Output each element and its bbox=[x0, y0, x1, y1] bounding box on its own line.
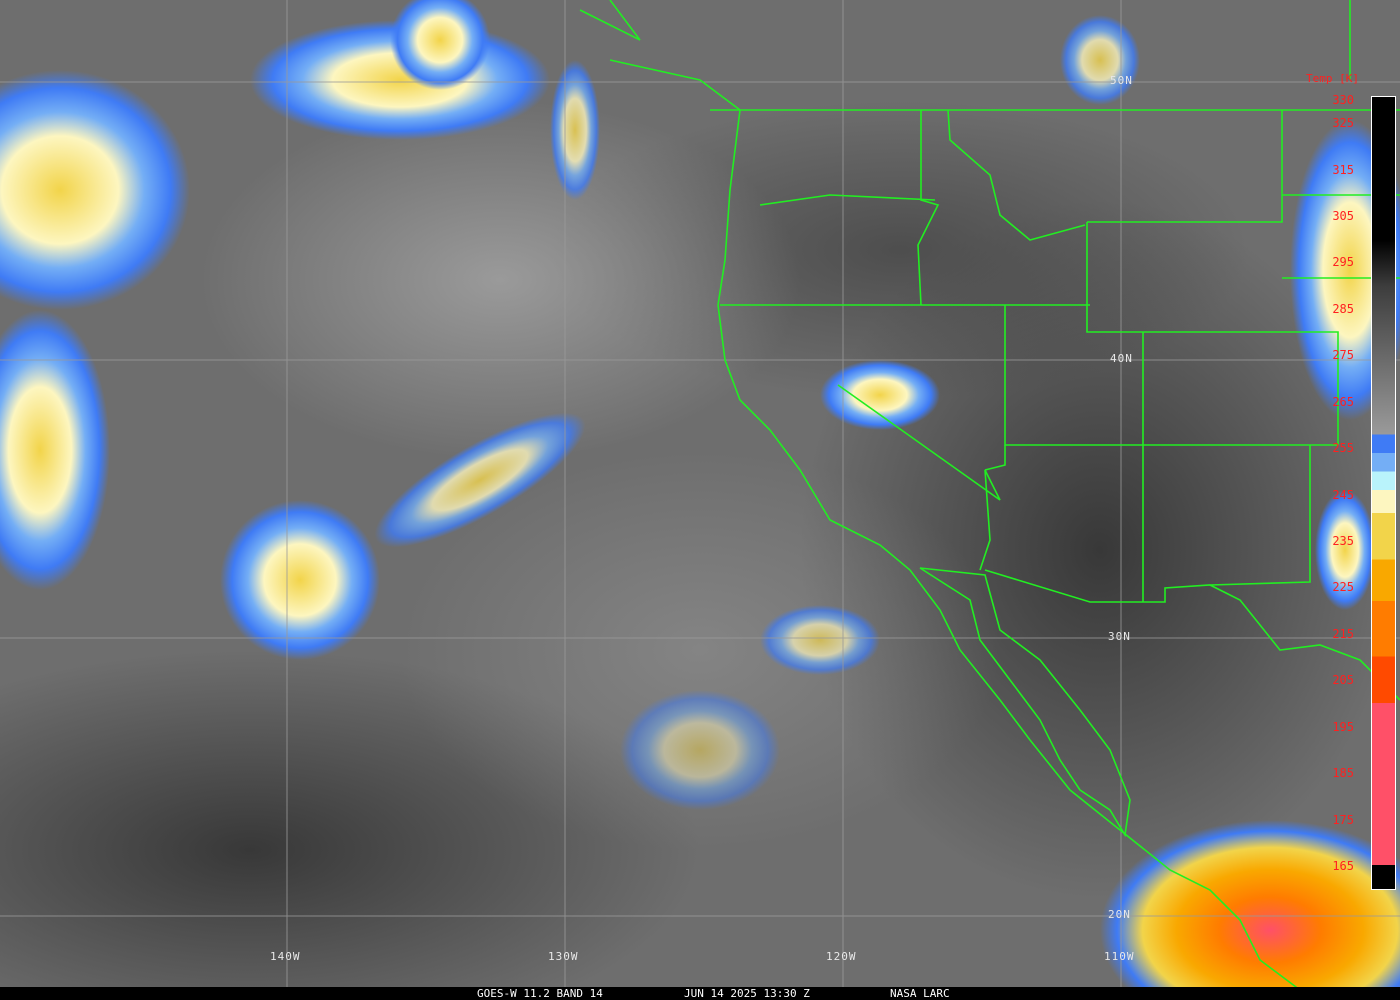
colorbar-tick-label: 205 bbox=[1332, 673, 1354, 688]
colorbar-tick-label: 165 bbox=[1332, 859, 1354, 873]
caption-bar: GOES-W 11.2 BAND 14 JUN 14 2025 13:30 Z … bbox=[0, 987, 1400, 1000]
colorbar-tick-label: 305 bbox=[1332, 209, 1354, 224]
colorbar-tick-label: 235 bbox=[1332, 534, 1354, 549]
lon-label-130w: 130W bbox=[548, 950, 579, 963]
colorbar-tick-label: 185 bbox=[1332, 766, 1354, 781]
temperature-colorbar bbox=[1371, 96, 1396, 890]
colorbar-tick-label: 225 bbox=[1332, 580, 1354, 595]
colorbar-tick-label: 295 bbox=[1332, 255, 1354, 270]
colorbar-tick-label: 330 bbox=[1332, 93, 1354, 107]
source-label: NASA LARC bbox=[890, 987, 950, 1000]
colorbar-tick-label: 285 bbox=[1332, 301, 1354, 316]
colorbar-tick-label: 215 bbox=[1332, 626, 1354, 641]
lat-label-30n: 30N bbox=[1108, 630, 1131, 643]
colorbar-tick-label: 315 bbox=[1332, 162, 1354, 177]
satellite-band-label: GOES-W 11.2 BAND 14 bbox=[477, 987, 603, 1000]
lon-label-110w: 110W bbox=[1104, 950, 1135, 963]
legend-title: Temp [K] bbox=[1306, 72, 1359, 85]
colorbar-tick-label: 275 bbox=[1332, 348, 1354, 363]
lat-label-50n: 50N bbox=[1110, 74, 1133, 87]
colorbar-tick-label: 255 bbox=[1332, 441, 1354, 456]
political-borders bbox=[579, 0, 1400, 991]
colorbar-tick-label: 265 bbox=[1332, 394, 1354, 409]
colorbar-tick-label: 175 bbox=[1332, 812, 1354, 827]
datetime-label: JUN 14 2025 13:30 Z bbox=[684, 987, 810, 1000]
colorbar-tick-label: 325 bbox=[1332, 116, 1354, 131]
colorbar-tick-label: 245 bbox=[1332, 487, 1354, 502]
land-and-sea-shading bbox=[0, 100, 1400, 1000]
lat-label-20n: 20N bbox=[1108, 908, 1131, 921]
lat-label-40n: 40N bbox=[1110, 352, 1133, 365]
lon-label-140w: 140W bbox=[270, 950, 301, 963]
colorbar-tick-label: 195 bbox=[1332, 719, 1354, 734]
lon-label-120w: 120W bbox=[826, 950, 857, 963]
